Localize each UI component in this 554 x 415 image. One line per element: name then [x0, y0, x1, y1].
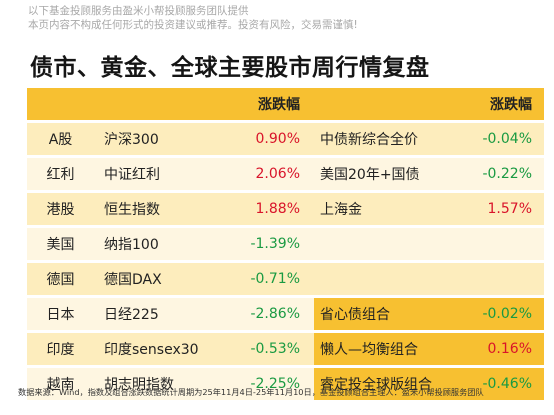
- disclaimer: 以下基金投顾服务由盈米小帮投顾服务团队提供 本页内容不构成任何形式的投资建议或推…: [28, 4, 528, 32]
- index-cell: 沪深300: [104, 131, 159, 148]
- change-cell: -0.71%: [250, 270, 300, 287]
- asset-change-cell: 1.57%: [487, 200, 532, 217]
- table-row: 美国 纳指100 -1.39%: [27, 228, 544, 260]
- region-cell: 红利: [46, 166, 75, 183]
- asset-change-cell: [484, 228, 544, 260]
- region-cell: 德国: [46, 271, 75, 288]
- change-cell: -2.86%: [250, 305, 300, 322]
- asset-cell: 美国20年+国债: [320, 166, 420, 183]
- index-cell: 印度sensex30: [104, 341, 199, 358]
- region-cell: A股: [48, 131, 73, 148]
- market-table: 涨跌幅 涨跌幅 A股 沪深300 0.90% 中债新综合全价 -0.04% 红利 中证红利 2…: [27, 88, 544, 400]
- asset-cell: [314, 228, 484, 260]
- index-cell: 纳指100: [104, 236, 159, 253]
- asset-cell: 省心债组合: [314, 298, 484, 330]
- table-row: 红利 中证红利 2.06% 美国20年+国债 -0.22%: [27, 158, 544, 190]
- asset-cell: 上海金: [320, 201, 362, 218]
- index-cell: 中证红利: [104, 166, 160, 183]
- footnote: 数据来源：Wind，指数及组合涨跌数据统计周期为25年11月4日-25年11月1…: [18, 387, 484, 397]
- region-cell: 美国: [46, 236, 75, 253]
- asset-change-cell: -0.02%: [482, 298, 544, 330]
- disclaimer-line-1: 以下基金投顾服务由盈米小帮投顾服务团队提供: [28, 5, 249, 17]
- header-change-left: 涨跌幅: [258, 96, 300, 113]
- disclaimer-line-2: 本页内容不构成任何形式的投资建议或推荐。投资有风险，交易需谨慎!: [28, 19, 358, 31]
- table-row: A股 沪深300 0.90% 中债新综合全价 -0.04%: [27, 123, 544, 155]
- change-cell: -0.53%: [250, 340, 300, 357]
- asset-change-cell: -0.04%: [482, 130, 532, 147]
- table-row: 印度 印度sensex30 -0.53% 懒人—均衡组合 0.16%: [27, 333, 544, 365]
- header-change-right: 涨跌幅: [490, 96, 532, 113]
- change-cell: -1.39%: [250, 235, 300, 252]
- asset-change-cell: [484, 263, 544, 295]
- index-cell: 胡志明指数: [104, 376, 174, 393]
- region-cell: 印度: [46, 341, 75, 358]
- asset-change-cell: -0.22%: [482, 165, 532, 182]
- page-title: 债市、黄金、全球主要股市周行情复盘: [30, 55, 430, 81]
- asset-cell: [314, 263, 484, 295]
- table-row: 日本 日经225 -2.86% 省心债组合 -0.02%: [27, 298, 544, 330]
- change-cell: -2.25%: [250, 375, 300, 392]
- region-cell: 日本: [46, 306, 75, 323]
- table-header-row: 涨跌幅 涨跌幅: [27, 88, 544, 120]
- index-cell: 德国DAX: [104, 271, 162, 288]
- table-row: 德国 德国DAX -0.71%: [27, 263, 544, 295]
- change-cell: 0.90%: [255, 130, 300, 147]
- asset-cell: 懒人—均衡组合: [314, 333, 484, 365]
- region-cell: 港股: [46, 201, 75, 218]
- asset-cell: 中债新综合全价: [320, 131, 418, 148]
- table-row: 越南 胡志明指数 -2.25% 睿定投全球版组合 -0.46%: [27, 368, 544, 400]
- asset-change-cell: -0.46%: [482, 368, 544, 400]
- asset-change-cell: 0.16%: [484, 333, 544, 365]
- change-cell: 1.88%: [255, 200, 300, 217]
- table-row: 港股 恒生指数 1.88% 上海金 1.57%: [27, 193, 544, 225]
- index-cell: 恒生指数: [104, 201, 160, 218]
- change-cell: 2.06%: [255, 165, 300, 182]
- index-cell: 日经225: [104, 306, 159, 323]
- asset-cell: 睿定投全球版组合: [314, 368, 484, 400]
- region-cell: 越南: [46, 376, 75, 393]
